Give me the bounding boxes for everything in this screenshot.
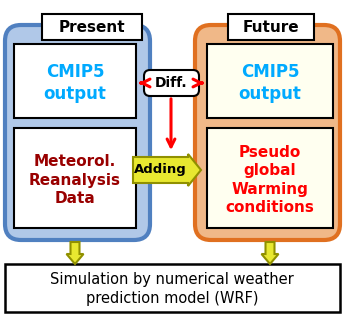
Bar <box>228 14 314 40</box>
FancyBboxPatch shape <box>144 70 199 96</box>
FancyBboxPatch shape <box>5 25 150 240</box>
Text: CMIP5
output: CMIP5 output <box>44 63 107 103</box>
Text: Pseudo
global
Warming
conditions: Pseudo global Warming conditions <box>226 145 314 215</box>
Text: Adding: Adding <box>134 164 186 177</box>
Text: CMIP5
output: CMIP5 output <box>238 63 302 103</box>
FancyArrow shape <box>67 242 84 264</box>
Bar <box>207 128 333 228</box>
Bar <box>207 44 333 118</box>
Text: Simulation by numerical weather
prediction model (WRF): Simulation by numerical weather predicti… <box>50 272 294 307</box>
FancyArrow shape <box>262 242 279 264</box>
Text: Present: Present <box>59 20 125 35</box>
Bar <box>14 44 136 118</box>
Text: Future: Future <box>243 20 299 35</box>
Text: Diff.: Diff. <box>155 76 187 90</box>
FancyArrow shape <box>133 154 201 186</box>
Text: Meteorol.
Reanalysis
Data: Meteorol. Reanalysis Data <box>29 154 121 206</box>
FancyBboxPatch shape <box>195 25 340 240</box>
Bar <box>14 128 136 228</box>
Bar <box>5 264 340 312</box>
Bar <box>42 14 142 40</box>
